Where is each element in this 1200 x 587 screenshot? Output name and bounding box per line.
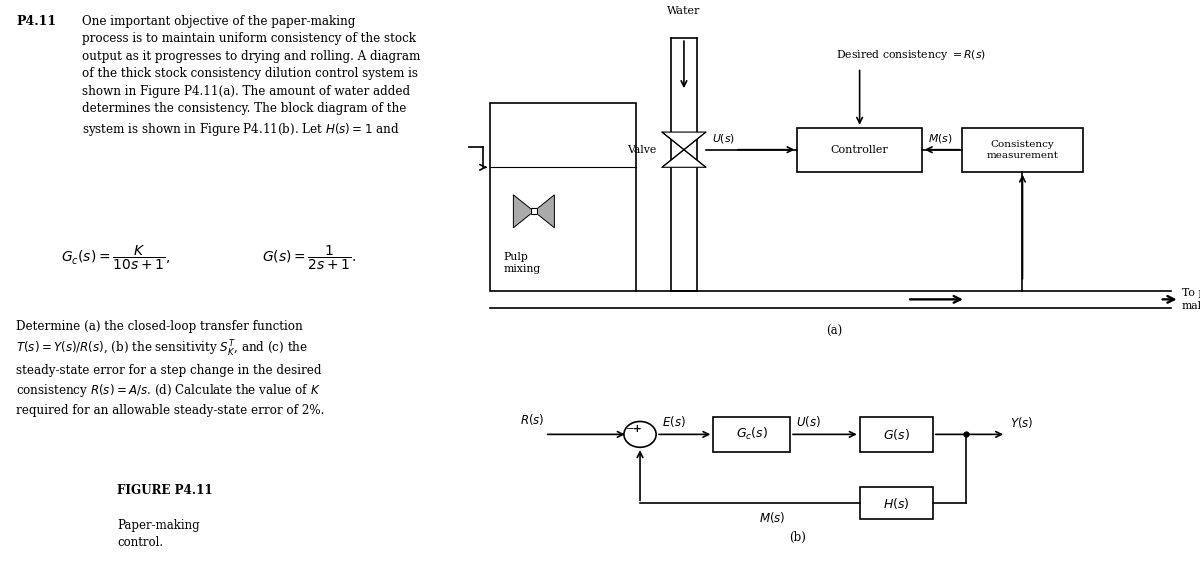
Text: $R(s)$: $R(s)$ <box>521 412 545 427</box>
FancyBboxPatch shape <box>859 487 932 519</box>
Text: Pulp
mixing: Pulp mixing <box>503 252 540 274</box>
Text: P4.11: P4.11 <box>17 15 56 28</box>
Text: Valve: Valve <box>626 144 656 155</box>
Text: Controller: Controller <box>830 144 888 155</box>
FancyBboxPatch shape <box>859 417 932 452</box>
FancyBboxPatch shape <box>490 103 636 291</box>
Text: Desired consistency $= R(s)$: Desired consistency $= R(s)$ <box>835 48 986 62</box>
FancyBboxPatch shape <box>713 417 790 452</box>
Text: FIGURE P4.11: FIGURE P4.11 <box>118 484 212 497</box>
FancyBboxPatch shape <box>798 127 922 171</box>
Text: (b): (b) <box>788 531 806 544</box>
Text: $U(s)$: $U(s)$ <box>712 132 734 145</box>
Text: $M(s)$: $M(s)$ <box>928 132 953 145</box>
Text: Water: Water <box>667 6 701 16</box>
Text: $-$: $-$ <box>625 422 635 432</box>
Text: $M(s)$: $M(s)$ <box>758 510 785 525</box>
FancyBboxPatch shape <box>962 127 1082 171</box>
Text: $E(s)$: $E(s)$ <box>662 413 685 429</box>
Text: (a): (a) <box>826 325 842 338</box>
Text: Consistency
measurement: Consistency measurement <box>986 140 1058 160</box>
Text: $G(s) = \dfrac{1}{2s + 1}.$: $G(s) = \dfrac{1}{2s + 1}.$ <box>262 244 356 272</box>
Text: Paper-making
control.: Paper-making control. <box>118 519 199 549</box>
Text: $U(s)$: $U(s)$ <box>796 413 821 429</box>
Text: $Y(s)$: $Y(s)$ <box>1009 414 1033 430</box>
Text: One important objective of the paper-making
process is to maintain uniform consi: One important objective of the paper-mak… <box>82 15 420 137</box>
Text: $G_c(s) = \dfrac{K}{10s + 1},$: $G_c(s) = \dfrac{K}{10s + 1},$ <box>61 244 170 272</box>
Polygon shape <box>662 132 706 150</box>
Text: $H(s)$: $H(s)$ <box>883 496 910 511</box>
Text: To paper
making: To paper making <box>1182 288 1200 311</box>
Text: Determine (a) the closed-loop transfer function
$T(s) = Y(s)/R(s)$, (b) the sens: Determine (a) the closed-loop transfer f… <box>17 320 325 417</box>
Polygon shape <box>514 195 534 228</box>
Polygon shape <box>662 150 706 167</box>
Text: $G_c(s)$: $G_c(s)$ <box>736 426 768 443</box>
Text: $G(s)$: $G(s)$ <box>883 427 910 442</box>
Polygon shape <box>534 195 554 228</box>
Text: +: + <box>632 424 642 434</box>
